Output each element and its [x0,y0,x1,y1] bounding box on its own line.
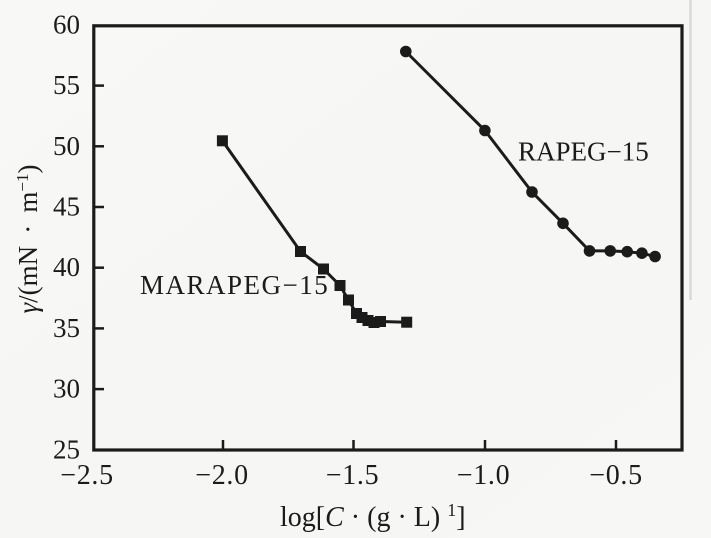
svg-text:25: 25 [53,434,80,464]
svg-text:45: 45 [53,192,80,222]
svg-text:−1.5: −1.5 [326,460,380,491]
svg-text:40: 40 [53,252,80,282]
svg-text:log[C · (g · L) 1]: log[C · (g · L) 1] [280,500,466,533]
svg-text:RAPEG−15: RAPEG−15 [518,137,649,167]
svg-text:−2.0: −2.0 [195,460,249,491]
svg-text:−1.0: −1.0 [457,460,511,491]
svg-text:55: 55 [53,70,80,100]
svg-text:50: 50 [53,131,80,161]
svg-text:−2.5: −2.5 [60,460,114,491]
svg-text:MARAPEG−15: MARAPEG−15 [140,270,329,300]
svg-text:−0.5: −0.5 [589,460,643,491]
svg-text:30: 30 [53,374,80,404]
svg-text:60: 60 [53,10,80,40]
svg-text:35: 35 [53,313,80,343]
